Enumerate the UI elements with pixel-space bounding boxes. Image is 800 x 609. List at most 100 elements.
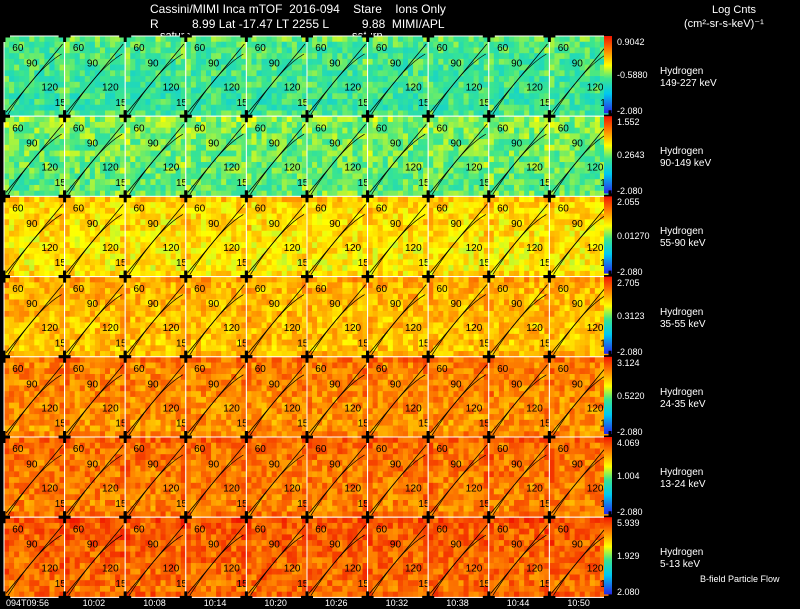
pixel: [448, 104, 454, 111]
pixel: [574, 110, 581, 117]
pixel: [170, 207, 177, 214]
pixel: [246, 127, 252, 134]
pixel: [261, 116, 267, 123]
pixel: [367, 230, 374, 237]
pixel: [468, 53, 475, 60]
pixel: [433, 156, 439, 163]
pixel: [271, 87, 278, 94]
pixel: [236, 150, 242, 157]
pixel: [276, 259, 283, 266]
pixel: [105, 53, 111, 60]
pixel: [382, 47, 389, 54]
pixel: [554, 173, 560, 180]
pixel: [231, 242, 237, 249]
pixel: [34, 53, 40, 60]
pixel: [34, 219, 40, 226]
pixel: [448, 47, 454, 54]
pixel: [579, 104, 586, 111]
pixel: [110, 230, 116, 237]
pixel: [200, 236, 207, 243]
pixel: [443, 36, 449, 43]
pixel: [337, 47, 343, 54]
pixel: [4, 81, 10, 88]
pixel: [524, 133, 530, 140]
pixel: [49, 139, 55, 146]
pixel: [190, 81, 197, 88]
pixel: [256, 47, 262, 54]
pixel: [14, 156, 20, 163]
pixel: [165, 87, 172, 94]
pixel: [448, 121, 454, 129]
pixel: [226, 99, 232, 106]
pixel: [29, 93, 35, 100]
pixel: [574, 156, 581, 163]
pixel: [94, 81, 101, 88]
pixel: [54, 167, 60, 174]
pixel: [89, 150, 96, 157]
pixel: [559, 47, 565, 54]
pixel: [120, 236, 126, 243]
pixel: [130, 133, 136, 140]
pixel: [14, 190, 20, 197]
pixel: [49, 70, 55, 77]
pixel: [559, 190, 565, 197]
pixel: [488, 116, 495, 123]
pixel: [190, 150, 197, 157]
pixel: [236, 139, 242, 146]
pixel: [105, 144, 111, 151]
pixel: [342, 196, 348, 203]
pixel: [327, 167, 333, 174]
pixel: [327, 41, 333, 48]
pixel: [216, 184, 222, 192]
pixel: [589, 76, 596, 83]
pixel: [428, 139, 434, 146]
pixel: [206, 36, 212, 43]
pixel: [271, 47, 278, 54]
pixel: [155, 225, 161, 232]
pixel: [312, 81, 318, 88]
pixel: [9, 47, 15, 54]
pixel: [140, 110, 146, 117]
pixel: [448, 179, 454, 186]
pixel: [312, 156, 318, 163]
pixel: [140, 265, 146, 272]
pixel: [438, 167, 444, 174]
pixel: [206, 64, 212, 71]
pixel: [428, 41, 434, 48]
pixel: [160, 36, 166, 43]
pixel: [579, 47, 586, 54]
pixel: [564, 184, 570, 192]
pixel: [448, 162, 454, 169]
pixel: [281, 87, 288, 94]
pixel: [180, 47, 187, 54]
pixel: [261, 93, 267, 100]
pixel: [145, 184, 151, 192]
pixel: [387, 270, 394, 277]
pixel: [413, 139, 419, 146]
pixel: [478, 110, 485, 117]
pixel: [498, 76, 505, 83]
pixel: [29, 99, 35, 106]
pixel: [195, 110, 202, 117]
pixel: [241, 173, 247, 180]
pixel: [377, 76, 384, 83]
pixel: [488, 36, 495, 43]
pixel: [438, 127, 444, 134]
pixel: [569, 53, 576, 60]
pixel: [140, 230, 146, 237]
pixel: [110, 173, 116, 180]
pixel: [397, 173, 404, 180]
pixel: [49, 144, 55, 151]
pixel: [488, 53, 495, 60]
pixel: [599, 133, 606, 140]
pixel: [226, 253, 232, 260]
pixel: [438, 81, 444, 88]
pixel: [519, 64, 525, 71]
pixel: [372, 242, 379, 249]
pixel: [251, 121, 257, 129]
pixel: [382, 242, 389, 249]
pixel: [34, 110, 40, 117]
pixel: [99, 156, 106, 163]
pixel: [49, 150, 55, 157]
pixel: [468, 236, 475, 243]
